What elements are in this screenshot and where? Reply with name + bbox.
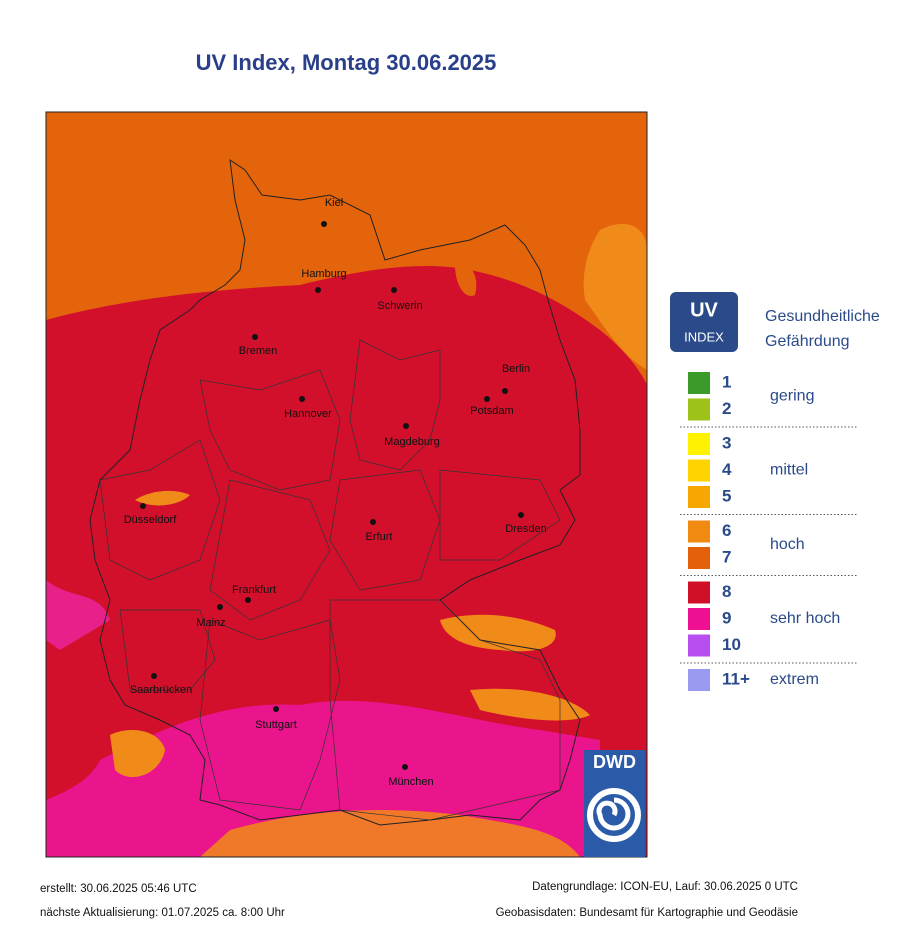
legend-level: 8 xyxy=(722,582,731,601)
legend-swatch xyxy=(688,581,710,604)
footer-created: erstellt: 30.06.2025 05:46 UTC xyxy=(40,883,197,895)
legend-heading: Gesundheitliche xyxy=(765,308,880,325)
city-label: Berlin xyxy=(502,363,530,375)
dwd-logo-text: DWD xyxy=(593,752,636,772)
city-dot xyxy=(321,221,327,227)
legend-level: 1 xyxy=(722,372,731,391)
city-dot xyxy=(299,396,305,402)
city-dot xyxy=(273,706,279,712)
legend-group-label: extrem xyxy=(770,671,819,688)
footer-source: Datengrundlage: ICON-EU, Lauf: 30.06.202… xyxy=(532,881,798,893)
city-label: Frankfurt xyxy=(232,584,276,596)
city-dot xyxy=(217,604,223,610)
title: UV Index, Montag 30.06.2025 xyxy=(196,50,497,75)
city-label: Magdeburg xyxy=(384,436,440,448)
legend-group-label: hoch xyxy=(770,536,805,553)
legend-level: 11+ xyxy=(722,669,750,688)
legend-swatch xyxy=(688,634,710,657)
legend-swatch xyxy=(688,669,710,691)
legend-swatch xyxy=(688,372,710,394)
city-label: Stuttgart xyxy=(255,719,297,731)
dwd-logo: DWD xyxy=(584,750,645,857)
legend-swatch xyxy=(688,398,710,421)
legend-group-label: gering xyxy=(770,387,814,404)
city-dot xyxy=(391,287,397,293)
legend-level: 6 xyxy=(722,521,731,540)
city-label: Kiel xyxy=(325,197,343,209)
legend-group-label: mittel xyxy=(770,462,808,479)
legend-level: 7 xyxy=(722,547,731,566)
city-dot xyxy=(151,673,157,679)
city-label: Potsdam xyxy=(470,405,513,417)
city-label: Saarbrücken xyxy=(130,684,192,696)
city-dot xyxy=(402,764,408,770)
footer-geo: Geobasisdaten: Bundesamt für Kartographi… xyxy=(496,907,798,919)
legend-swatch xyxy=(688,520,710,543)
city-dot xyxy=(252,334,258,340)
city-label: Bremen xyxy=(239,345,278,357)
legend-level: 4 xyxy=(722,460,732,479)
legend-swatch xyxy=(688,433,710,455)
city-label: Mainz xyxy=(196,617,225,629)
city-label: Düsseldorf xyxy=(124,514,178,526)
city-dot xyxy=(140,503,146,509)
legend-level: 9 xyxy=(722,608,731,627)
city-label: Dresden xyxy=(505,523,547,535)
city-dot xyxy=(502,388,508,394)
legend-logo: INDEX xyxy=(684,329,724,344)
legend-group-label: sehr hoch xyxy=(770,610,840,627)
city-dot xyxy=(370,519,376,525)
legend-swatch xyxy=(688,459,710,482)
city-label: Hannover xyxy=(284,408,332,420)
city-label: Schwerin xyxy=(377,300,422,312)
legend-heading: Gefährdung xyxy=(765,333,850,350)
legend-swatch xyxy=(688,547,710,569)
city-dot xyxy=(245,597,251,603)
city-label: München xyxy=(388,776,433,788)
legend-swatch xyxy=(688,608,710,630)
legend-logo: UV xyxy=(690,299,718,321)
footer-next: nächste Aktualisierung: 01.07.2025 ca. 8… xyxy=(40,907,285,919)
legend-swatch xyxy=(688,486,710,508)
legend-level: 2 xyxy=(722,399,731,418)
map xyxy=(45,111,648,858)
legend-level: 5 xyxy=(722,486,731,505)
city-dot xyxy=(484,396,490,402)
city-dot xyxy=(518,512,524,518)
city-label: Erfurt xyxy=(366,531,393,543)
city-dot xyxy=(315,287,321,293)
legend: UV INDEX Gesundheitliche Gefährdung 1 2 ge… xyxy=(670,292,880,691)
legend-level: 10 xyxy=(722,635,741,654)
city-labels: Kiel Hamburg Schwerin Bremen Berlin Potsdam Ha… xyxy=(124,197,547,788)
city-label: Hamburg xyxy=(301,268,346,280)
city-dot xyxy=(403,423,409,429)
legend-level: 3 xyxy=(722,433,731,452)
